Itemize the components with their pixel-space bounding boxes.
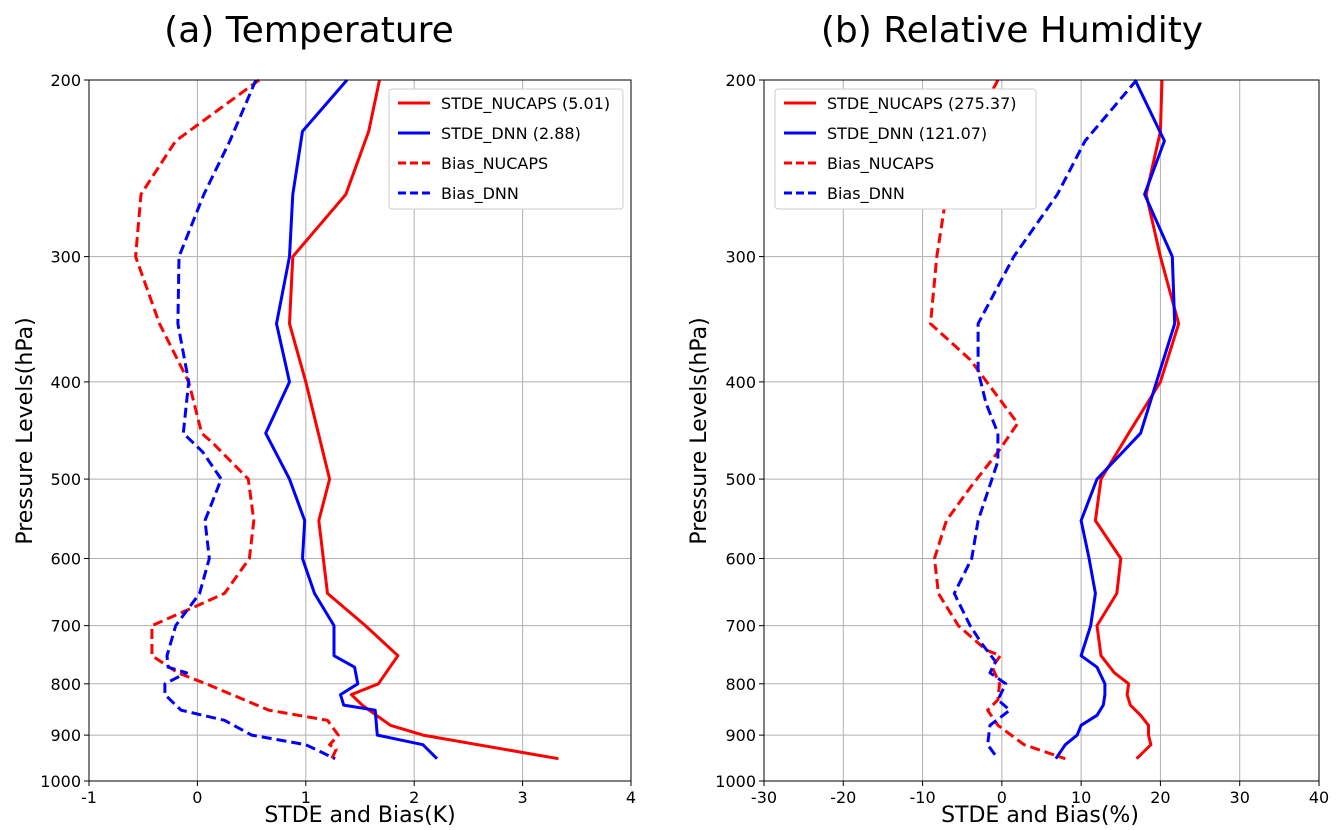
y-tick-label: 700 bbox=[725, 617, 756, 636]
x-tick-label: 0 bbox=[997, 788, 1007, 807]
relative-humidity-panel: (b) Relative Humidity STDE and Bias(%) P… bbox=[687, 10, 1329, 828]
tick-labels: -30 -20 -10 0 10 20 30 40 200 300 400 500 600 700 800 9… bbox=[715, 71, 1329, 807]
y-tick-label: 1000 bbox=[40, 772, 81, 791]
plot-frame bbox=[88, 79, 632, 782]
legend-label-stde-nucaps: STDE_NUCAPS (275.37) bbox=[827, 94, 1017, 114]
x-tick-label: -10 bbox=[910, 788, 936, 807]
y-tick-label: 900 bbox=[50, 726, 81, 745]
x-tick-label: 40 bbox=[1309, 788, 1329, 807]
x-tick-label: 1 bbox=[301, 788, 311, 807]
x-tick-label: 10 bbox=[1071, 788, 1091, 807]
series-line-stde-nucaps-275-37 bbox=[1093, 79, 1181, 760]
legend-box bbox=[388, 88, 624, 210]
x-tick-label: -30 bbox=[751, 788, 777, 807]
legend: STDE_NUCAPS (5.01) STDE_DNN (2.88) Bias_… bbox=[388, 88, 624, 210]
series-line-stde-dnn-2-88 bbox=[264, 79, 439, 760]
y-tick-label: 200 bbox=[50, 71, 81, 90]
x-tick-label: 3 bbox=[518, 788, 528, 807]
x-axis-label: STDE and Bias(K) bbox=[264, 803, 455, 828]
y-tick-label: 700 bbox=[50, 617, 81, 636]
y-tick-label: 600 bbox=[50, 550, 81, 569]
y-tick-label: 400 bbox=[50, 373, 81, 392]
legend: STDE_NUCAPS (275.37) STDE_DNN (121.07) B… bbox=[774, 88, 1037, 210]
series-line-bias-dnn bbox=[952, 79, 1138, 760]
y-tick-label: 300 bbox=[50, 248, 81, 267]
y-tick-label: 1000 bbox=[715, 772, 756, 791]
x-tick-label: 2 bbox=[409, 788, 419, 807]
y-tick-label: 300 bbox=[725, 248, 756, 267]
legend-label-bias-dnn: Bias_DNN bbox=[441, 184, 519, 204]
y-tick-label: 200 bbox=[725, 71, 756, 90]
series-line-stde-nucaps-5-01 bbox=[288, 79, 559, 761]
temperature-panel: (a) Temperature STDE and Bias(K) Pressur… bbox=[13, 10, 636, 828]
tick-labels: -1 0 1 2 3 4 200 300 400 500 600 700 800 900 1000 bbox=[40, 71, 636, 807]
series-lines bbox=[929, 79, 1181, 761]
x-tick-label: 4 bbox=[626, 788, 636, 807]
panel-title: (b) Relative Humidity bbox=[821, 10, 1203, 51]
y-axis-label: Pressure Levels(hPa) bbox=[13, 317, 38, 544]
y-tick-label: 900 bbox=[725, 726, 756, 745]
x-tick-label: 20 bbox=[1150, 788, 1170, 807]
y-tick-label: 500 bbox=[50, 470, 81, 489]
panel-title: (a) Temperature bbox=[164, 10, 454, 51]
x-tick-label: -20 bbox=[830, 788, 856, 807]
plot-frame bbox=[763, 79, 1320, 782]
series-lines bbox=[134, 78, 559, 761]
legend-label-bias-nucaps: Bias_NUCAPS bbox=[827, 154, 934, 174]
y-tick-label: 800 bbox=[50, 675, 81, 694]
y-tick-label: 800 bbox=[725, 675, 756, 694]
y-axis-label: Pressure Levels(hPa) bbox=[687, 317, 712, 544]
y-tick-label: 500 bbox=[725, 470, 756, 489]
y-tick-label: 600 bbox=[725, 550, 756, 569]
series-line-stde-dnn-121-07 bbox=[1054, 79, 1177, 760]
x-tick-label: -1 bbox=[81, 788, 97, 807]
legend-label-stde-dnn: STDE_DNN (121.07) bbox=[827, 124, 987, 144]
legend-box bbox=[774, 88, 1037, 210]
legend-label-stde-nucaps: STDE_NUCAPS (5.01) bbox=[441, 94, 610, 114]
x-tick-label: 0 bbox=[192, 788, 202, 807]
legend-label-bias-nucaps: Bias_NUCAPS bbox=[441, 154, 548, 174]
legend-label-stde-dnn: STDE_DNN (2.88) bbox=[441, 124, 581, 144]
x-axis-label: STDE and Bias(%) bbox=[941, 803, 1139, 828]
series-line-bias-nucaps bbox=[134, 78, 340, 760]
x-tick-label: 30 bbox=[1230, 788, 1250, 807]
legend-label-bias-dnn: Bias_DNN bbox=[827, 184, 905, 204]
y-tick-label: 400 bbox=[725, 373, 756, 392]
series-line-bias-dnn bbox=[163, 79, 336, 761]
